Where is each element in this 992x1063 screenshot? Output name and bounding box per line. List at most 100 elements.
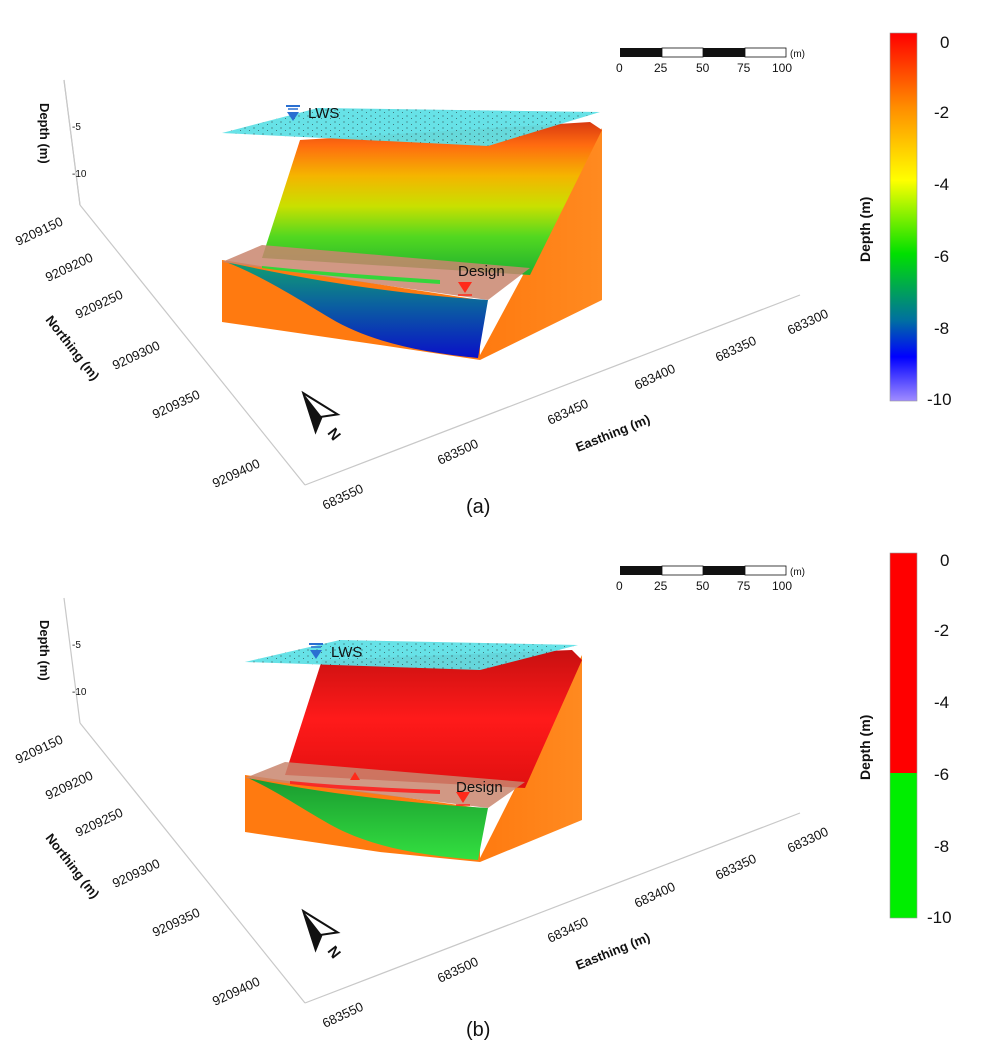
design-plane (245, 762, 525, 808)
depth-tick: -5 (72, 122, 81, 133)
northing-tick: 9209200 (43, 250, 95, 285)
water-surface (222, 108, 600, 146)
depth-axis-label: Depth (m) (37, 620, 52, 681)
easting-tick: 683500 (435, 436, 481, 468)
depth-tick: -5 (72, 640, 81, 651)
lws-triangle-icon (310, 650, 322, 659)
axis-frame (63, 597, 801, 1004)
design-triangle-icon (456, 792, 470, 803)
northing-tick: 9209400 (210, 456, 262, 491)
easting-tick: 683550 (320, 999, 366, 1031)
easting-axis-label: Easthing (m) (574, 411, 653, 454)
colorbar-tick: -6 (934, 247, 949, 266)
colorbar-tick: -8 (934, 319, 949, 338)
easting-tick: 683450 (545, 396, 591, 428)
panel-caption: (a) (466, 496, 490, 518)
northing-tick: 9209200 (43, 768, 95, 803)
easting-axis-label: Easthing (m) (574, 929, 653, 972)
design-label: Design (458, 263, 505, 280)
colorbar-tick: -4 (934, 175, 949, 194)
design-plane (222, 245, 530, 300)
scale-tick: 25 (654, 579, 668, 593)
northing-tick: 9209150 (13, 732, 65, 767)
northing-tick: 9209250 (73, 805, 125, 840)
colorbar-above-design (890, 553, 917, 773)
design-plane-green-strip (262, 266, 440, 284)
easting-tick: 683350 (713, 333, 759, 365)
easting-tick: 683500 (435, 954, 481, 986)
easting-tick: 683350 (713, 851, 759, 883)
easting-tick: 683550 (320, 481, 366, 513)
design-marker-b: Design (350, 772, 503, 806)
north-arrow-b: N (301, 908, 344, 962)
colorbar-tick: -2 (934, 621, 949, 640)
scale-bar-a: 0 25 50 75 100 (m) (616, 47, 805, 75)
design-triangle-icon (458, 282, 472, 293)
north-label: N (324, 425, 344, 444)
water-surface (245, 640, 578, 670)
colorbar-tick: -4 (934, 693, 949, 712)
north-label: N (324, 943, 344, 962)
lws-triangle-icon (287, 112, 299, 121)
dredged-trench (226, 262, 488, 358)
northing-tick: 9209250 (73, 287, 125, 322)
colorbar-below-design (890, 773, 917, 918)
scale-tick: 0 (616, 61, 623, 75)
easting-tick: 683450 (545, 914, 591, 946)
scale-tick: 25 (654, 61, 668, 75)
scale-tick: 75 (737, 61, 751, 75)
northing-axis-a: 9209150 9209200 9209250 9209300 9209350 … (13, 214, 262, 491)
terrain-block-b (245, 640, 582, 862)
northing-tick: 9209350 (150, 905, 202, 940)
colorbar-tick: -6 (934, 765, 949, 784)
colorbar-gradient (889, 32, 918, 402)
design-marker-a: Design (458, 263, 505, 296)
easting-tick: 683400 (632, 361, 678, 393)
design-label: Design (456, 779, 503, 796)
lws-label: LWS (308, 105, 339, 122)
design-plane-red-strip (290, 781, 440, 794)
easting-tick: 683300 (785, 824, 831, 856)
panel-b: -5 -10 Depth (m) 9209150 9209200 9209250… (13, 551, 952, 1041)
depth-axis-a: -5 -10 Depth (m) (37, 103, 87, 180)
colorbar-tick: 0 (940, 33, 949, 52)
scale-tick: 100 (772, 61, 792, 75)
scale-tick: 75 (737, 579, 751, 593)
depth-tick: -10 (72, 169, 87, 180)
scale-tick: 100 (772, 579, 792, 593)
dredged-trench (248, 778, 488, 860)
northing-axis-label: Northing (m) (43, 313, 103, 384)
depth-axis-b: -5 -10 Depth (m) (37, 620, 87, 698)
terrain-surface (262, 122, 602, 275)
design-small-triangle-icon (350, 772, 360, 780)
northing-tick: 9209300 (110, 338, 162, 373)
colorbar-title: Depth (m) (857, 197, 873, 262)
colorbar-title: Depth (m) (857, 715, 873, 780)
axis-frame (63, 79, 801, 486)
colorbar-tick: -2 (934, 103, 949, 122)
northing-axis-label: Northing (m) (43, 831, 103, 902)
panel-caption: (b) (466, 1019, 490, 1041)
scale-tick: 0 (616, 579, 623, 593)
northing-tick: 9209150 (13, 214, 65, 249)
lws-marker-a: LWS (286, 105, 339, 122)
colorbar-b: Depth (m) 0 -2 -4 -6 -8 -10 (857, 551, 952, 927)
depth-axis-label: Depth (m) (37, 103, 52, 164)
panel-a: -5 -10 Depth (m) 9209150 9209200 9209250… (13, 32, 952, 518)
northing-tick: 9209350 (150, 387, 202, 422)
scale-unit: (m) (790, 49, 805, 60)
scale-tick: 50 (696, 579, 710, 593)
colorbar-tick: 0 (940, 551, 949, 570)
easting-axis-b: 683550 683500 683450 683400 683350 68330… (320, 824, 831, 1031)
scale-tick: 50 (696, 61, 710, 75)
terrain-block-a (222, 108, 602, 360)
northing-axis-b: 9209150 9209200 9209250 9209300 9209350 … (13, 732, 262, 1009)
scale-bar-b: 0 25 50 75 100 (m) (616, 565, 805, 593)
colorbar-tick: -8 (934, 837, 949, 856)
lws-marker-b: LWS (309, 643, 362, 661)
north-arrow-a: N (301, 390, 344, 444)
colorbar-tick: -10 (927, 390, 952, 409)
colorbar-tick: -10 (927, 908, 952, 927)
easting-tick: 683400 (632, 879, 678, 911)
scale-unit: (m) (790, 567, 805, 578)
